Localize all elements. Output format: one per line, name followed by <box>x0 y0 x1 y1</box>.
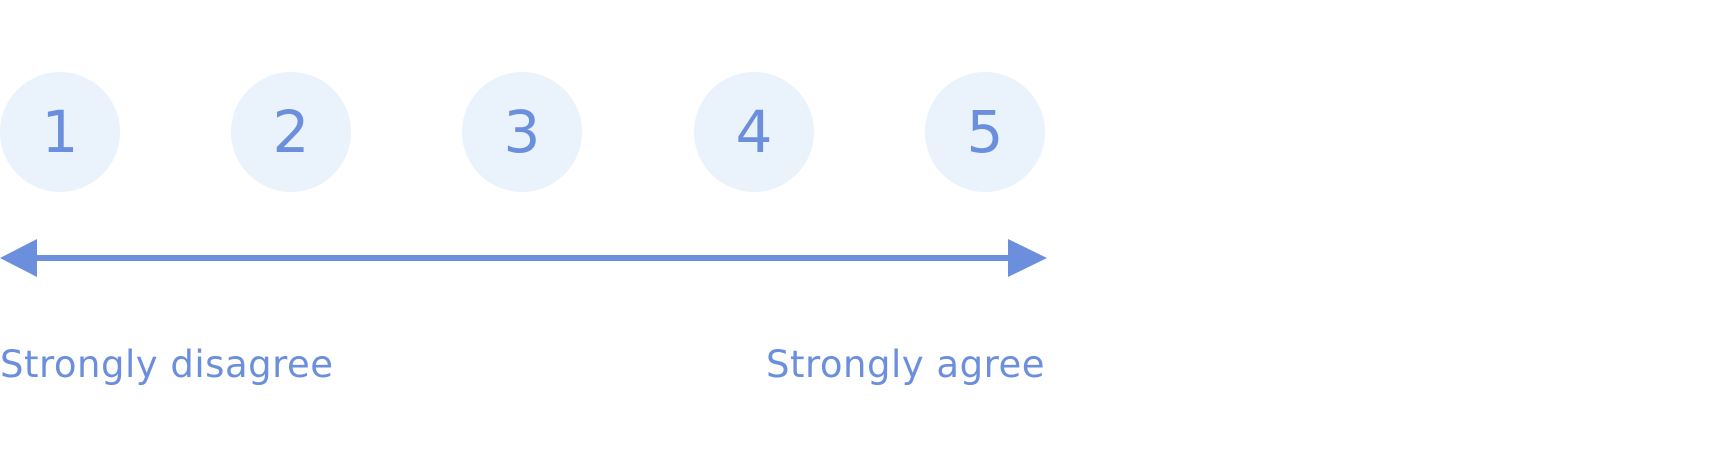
max-label: Strongly agree <box>766 343 1045 386</box>
scale-option-1[interactable]: 1 <box>0 72 120 192</box>
scale-option-5[interactable]: 5 <box>925 72 1045 192</box>
double-arrow-icon <box>0 239 1047 277</box>
min-label: Strongly disagree <box>0 343 334 386</box>
scale-option-label: 4 <box>735 98 773 166</box>
scale-option-2[interactable]: 2 <box>231 72 351 192</box>
scale-option-3[interactable]: 3 <box>462 72 582 192</box>
scale-option-label: 5 <box>966 98 1004 166</box>
scale-option-label: 1 <box>41 98 79 166</box>
scale-option-4[interactable]: 4 <box>694 72 814 192</box>
scale-option-label: 2 <box>272 98 310 166</box>
scale-option-label: 3 <box>503 98 541 166</box>
